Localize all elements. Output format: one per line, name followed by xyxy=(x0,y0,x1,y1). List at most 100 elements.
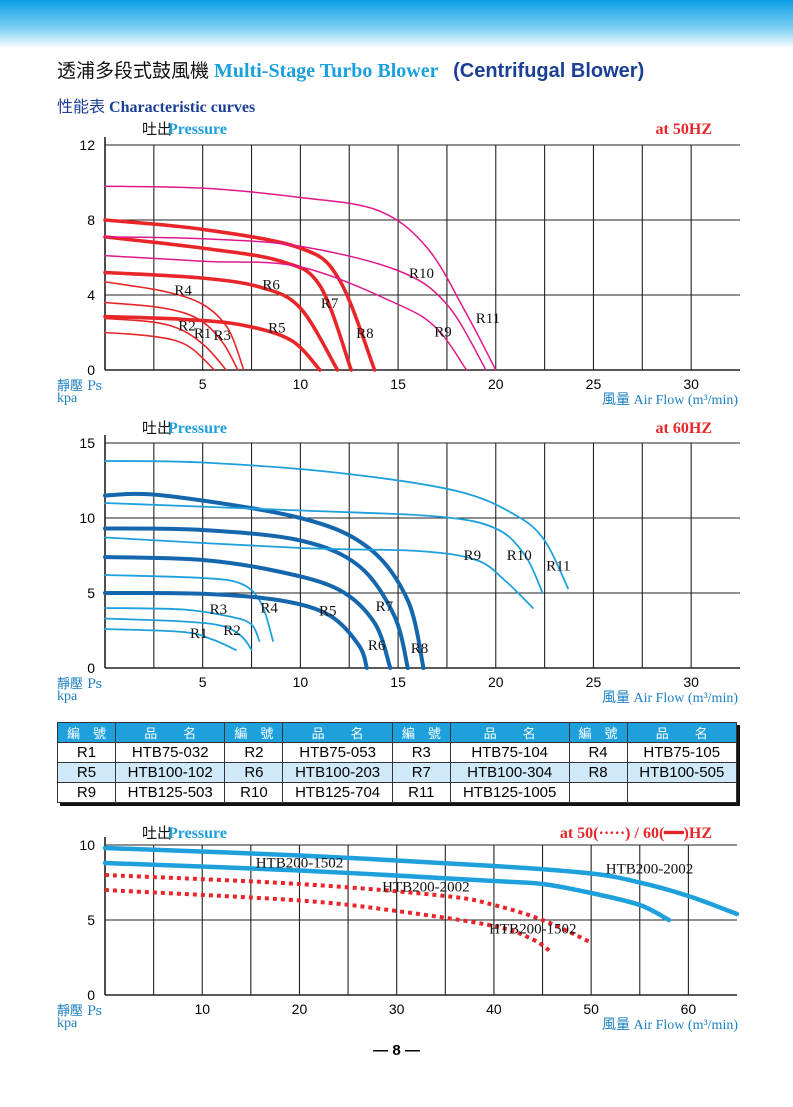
model-name-cell: HTB75-032 xyxy=(115,742,226,763)
y-tick-label: 10 xyxy=(79,837,95,853)
y-axis-label: 靜壓 Ps xyxy=(57,677,102,692)
y-tick-label: 5 xyxy=(87,585,95,601)
x-tick-label: 20 xyxy=(488,674,504,690)
model-name-cell: HTB100-304 xyxy=(449,762,570,783)
x-tick-label: 30 xyxy=(389,1001,405,1017)
curve-label: R6 xyxy=(368,638,386,654)
subtitle-en: Characteristic curves xyxy=(109,99,256,116)
table-header-name: 品 名 xyxy=(282,722,393,743)
curve-r11 xyxy=(104,460,569,590)
pressure-label-en: Pressure xyxy=(168,121,227,138)
frequency-label: at 50(·····) / 60(━━)HZ xyxy=(560,825,712,842)
x-axis-label: 風量 Air Flow (m³/min) xyxy=(602,690,738,706)
x-tick-label: 40 xyxy=(486,1001,502,1017)
table-header-code: 編 號 xyxy=(56,722,117,743)
y-axis-unit: kpa xyxy=(57,689,78,704)
x-axis-label: 風量 Air Flow (m³/min) xyxy=(602,392,738,408)
curve-label: R5 xyxy=(319,604,337,620)
curve-label: R9 xyxy=(434,324,452,340)
model-name-cell: HTB100-102 xyxy=(115,762,226,783)
curve-r8 xyxy=(103,218,377,372)
model-code-cell: R9 xyxy=(56,782,117,803)
subtitle-zh: 性能表 xyxy=(57,97,106,116)
curve-r1 xyxy=(104,331,216,371)
x-tick-label: 10 xyxy=(194,1001,210,1017)
curve-label: R6 xyxy=(262,277,280,293)
curve-label: R10 xyxy=(507,548,532,564)
page-number: — 8 — xyxy=(373,1042,420,1059)
table-row: R1 HTB75-032 R2 HTB75-053 R3 HTB75-104 R4 HTB75… xyxy=(56,742,738,763)
curve-r8 xyxy=(103,491,426,670)
title-en-sub: (Centrifugal Blower) xyxy=(453,60,645,82)
y-tick-label: 12 xyxy=(79,137,95,153)
y-tick-label: 15 xyxy=(79,435,95,451)
model-code-cell: R4 xyxy=(568,742,628,763)
curve-label: HTB200-2002 xyxy=(382,880,470,896)
x-tick-label: 20 xyxy=(488,376,504,392)
curve-label: R11 xyxy=(546,559,570,575)
table-header-row: 編 號品 名編 號品 名編 號品 名編 號品 名 xyxy=(56,722,738,743)
x-axis-label: 風量 Air Flow (m³/min) xyxy=(602,1017,738,1033)
y-tick-label: 5 xyxy=(87,912,95,928)
x-tick-label: 5 xyxy=(199,674,207,690)
table-header-code: 編 號 xyxy=(391,722,451,743)
curve-label: R9 xyxy=(464,548,482,564)
curve-r10 xyxy=(104,236,487,371)
x-tick-label: 30 xyxy=(683,376,699,392)
curve-htb200-2002-50hz xyxy=(104,873,592,945)
curve-label: R10 xyxy=(409,266,434,282)
curve-r5 xyxy=(103,590,369,670)
y-axis-label: 靜壓 Ps xyxy=(57,1004,102,1019)
x-tick-label: 25 xyxy=(586,376,602,392)
curve-r9 xyxy=(104,536,534,609)
model-name-cell: HTB75-104 xyxy=(449,742,570,763)
curve-r6 xyxy=(103,555,393,670)
curve-label: R3 xyxy=(213,328,231,344)
curve-label: R5 xyxy=(268,321,286,337)
curve-label: R1 xyxy=(190,626,208,642)
model-name-cell: HTB125-704 xyxy=(282,782,393,803)
curve-label: HTB200-2002 xyxy=(606,862,694,878)
curve-label: R8 xyxy=(356,326,374,342)
x-tick-label: 10 xyxy=(293,674,309,690)
model-code-cell: R8 xyxy=(568,762,628,783)
curve-htb200-2002-60hz xyxy=(102,845,740,917)
curve-r9 xyxy=(104,254,468,371)
curve-label: R1 xyxy=(194,326,212,342)
curve-htb200-1502-50hz xyxy=(104,888,554,955)
curve-r2 xyxy=(104,317,227,371)
table-header-name: 品 名 xyxy=(115,722,226,743)
x-tick-label: 15 xyxy=(390,376,406,392)
model-name-cell: HTB125-1005 xyxy=(449,782,570,803)
curve-label: R4 xyxy=(260,601,278,617)
table-row: R5 HTB100-102 R6 HTB100-203 R7 HTB100-304 R8 HT… xyxy=(56,762,738,783)
curve-r4 xyxy=(104,281,245,371)
model-name-cell xyxy=(626,782,738,803)
model-code-cell: R3 xyxy=(391,742,451,763)
model-table: 編 號品 名編 號品 名編 號品 名編 號品 名 R1 HTB75-032 R2 HT… xyxy=(56,722,738,803)
y-axis-label: 靜壓 Ps xyxy=(57,379,102,394)
title-zh: 透浦多段式鼓風機 xyxy=(57,60,210,82)
model-code-cell: R1 xyxy=(56,742,117,763)
curve-label: R2 xyxy=(223,623,241,639)
curve-label: R8 xyxy=(411,641,429,657)
model-name-cell: HTB75-053 xyxy=(282,742,393,763)
model-code-cell xyxy=(568,782,628,803)
model-code-cell: R10 xyxy=(224,782,284,803)
curve-label: R4 xyxy=(174,283,192,299)
y-axis-unit: kpa xyxy=(57,391,78,406)
curve-label: R7 xyxy=(321,296,339,312)
x-tick-label: 30 xyxy=(683,674,699,690)
model-code-cell: R5 xyxy=(56,762,117,783)
y-tick-label: 10 xyxy=(79,510,95,526)
curve-label: R7 xyxy=(376,599,394,615)
pressure-label-zh: 吐出 xyxy=(142,419,172,437)
model-name-cell: HTB100-505 xyxy=(626,762,738,783)
curve-htb200-1502-60hz xyxy=(102,860,672,923)
curve-r2 xyxy=(104,617,253,651)
page-title: 透浦多段式鼓風機 Multi-Stage Turbo Blower (Centr… xyxy=(57,56,644,83)
x-tick-label: 20 xyxy=(292,1001,308,1017)
pressure-label-en: Pressure xyxy=(168,420,227,437)
